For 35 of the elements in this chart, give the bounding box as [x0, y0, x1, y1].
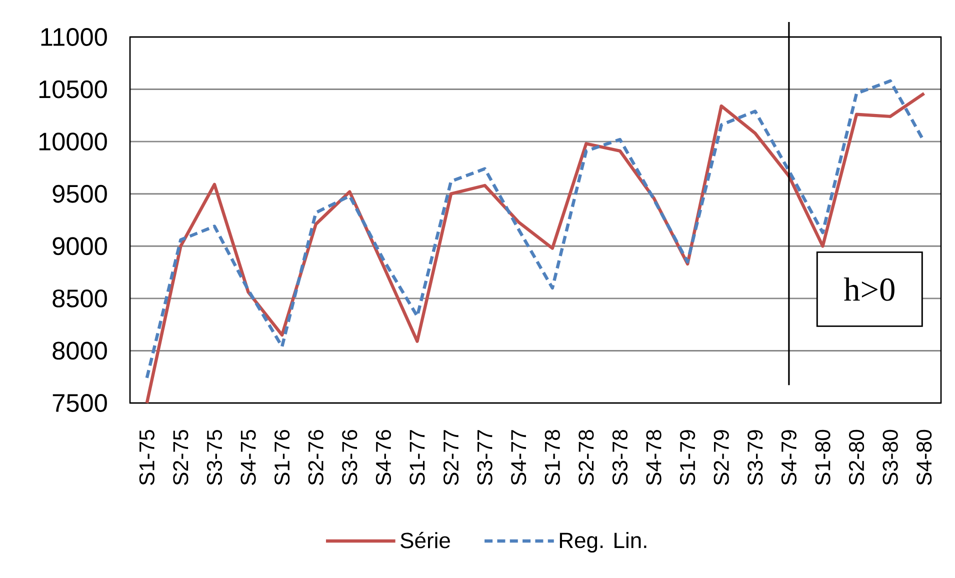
y-tick-label: 8000: [52, 342, 107, 360]
x-tick-label: S3-80: [882, 430, 898, 486]
x-tick-label: S1-75: [139, 430, 154, 486]
y-tick-label: 10000: [39, 132, 107, 151]
x-tick-label: S4-77: [511, 430, 526, 486]
x-tick-label: S2-76: [308, 430, 324, 486]
y-tick-label: 10500: [39, 80, 107, 98]
x-tick-label: S2-78: [578, 430, 594, 486]
x-tick-label: S1-79: [680, 430, 696, 486]
y-tick-label: 7500: [52, 394, 107, 412]
x-tick-label: S4-79: [781, 430, 796, 486]
x-tick-label: S4-80: [916, 430, 932, 486]
x-tick-label: S4-78: [646, 430, 662, 486]
x-tick-label: S3-78: [612, 430, 628, 486]
x-tick-label: S3-76: [342, 430, 358, 486]
x-tick-label: S3-75: [206, 430, 222, 486]
x-tick-label: S4-76: [376, 430, 391, 486]
x-tick-label: S1-78: [544, 430, 560, 486]
legend-label: Série: [400, 532, 450, 548]
x-tick-label: S2-80: [848, 430, 864, 486]
x-tick-label: S1-76: [274, 430, 290, 486]
y-tick-label: 9000: [52, 237, 107, 256]
x-tick-label: S3-79: [748, 430, 763, 486]
x-tick-label: S2-75: [173, 430, 188, 486]
x-tick-label: S2-79: [714, 430, 729, 486]
x-tick-label: S2-77: [443, 430, 459, 486]
x-tick-label: S1-77: [410, 430, 425, 486]
y-tick-label: 9500: [52, 184, 107, 203]
x-tick-label: S4-75: [240, 430, 256, 486]
y-tick-label: 8500: [52, 289, 107, 308]
y-tick-label: 11000: [41, 28, 107, 46]
x-tick-label: S3-77: [477, 430, 492, 486]
legend-label: Reg. Lin.: [560, 532, 646, 553]
x-tick-label: S1-80: [815, 430, 830, 486]
annotation: h>0: [844, 277, 894, 301]
